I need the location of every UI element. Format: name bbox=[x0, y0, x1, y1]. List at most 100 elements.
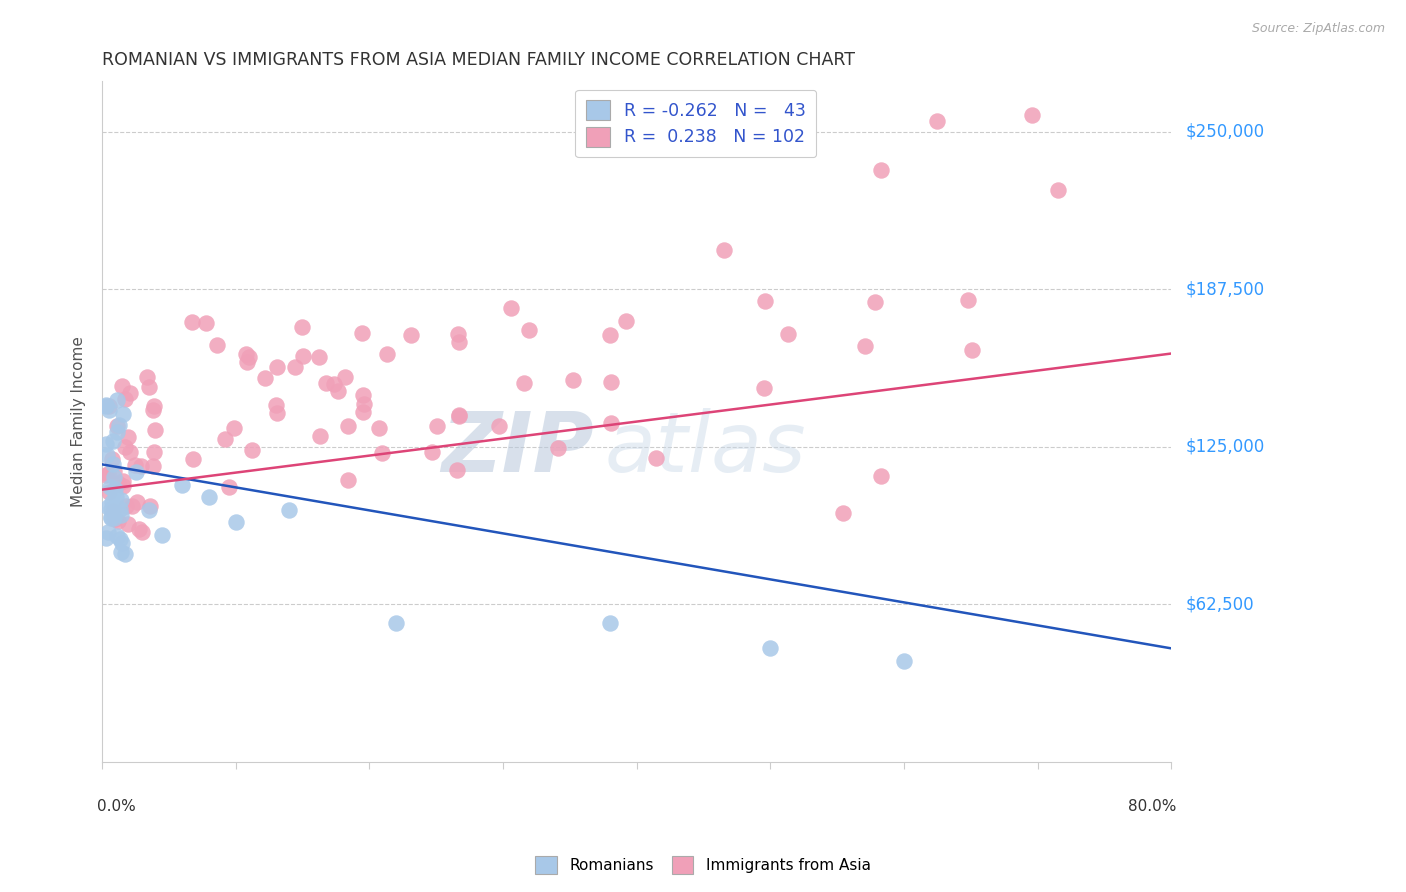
Point bbox=[107, 514, 129, 528]
Point bbox=[150, 528, 173, 542]
Text: $250,000: $250,000 bbox=[1185, 123, 1264, 141]
Point bbox=[101, 452, 124, 467]
Point bbox=[962, 343, 984, 358]
Point bbox=[242, 442, 264, 457]
Point bbox=[447, 327, 470, 342]
Text: 80.0%: 80.0% bbox=[1128, 799, 1177, 814]
Point bbox=[224, 421, 246, 435]
Point bbox=[97, 467, 120, 482]
Point bbox=[142, 402, 165, 417]
Point bbox=[101, 495, 124, 509]
Point bbox=[645, 450, 668, 465]
Legend: Romanians, Immigrants from Asia: Romanians, Immigrants from Asia bbox=[530, 850, 876, 880]
Point bbox=[138, 500, 160, 514]
Point bbox=[326, 384, 349, 398]
Point bbox=[121, 500, 143, 514]
Point bbox=[114, 440, 136, 454]
Point bbox=[284, 359, 307, 374]
Point bbox=[778, 326, 800, 341]
Point bbox=[107, 425, 129, 439]
Point bbox=[135, 370, 157, 384]
Point bbox=[110, 493, 132, 508]
Point bbox=[449, 409, 471, 423]
Point bbox=[352, 405, 374, 419]
Point bbox=[118, 444, 141, 458]
Point bbox=[181, 452, 204, 467]
Point bbox=[128, 522, 150, 536]
Point bbox=[124, 465, 146, 479]
Point bbox=[371, 446, 394, 460]
Point bbox=[218, 480, 240, 494]
Point bbox=[100, 502, 122, 516]
Point bbox=[235, 346, 257, 360]
Point bbox=[869, 163, 891, 178]
Point bbox=[97, 500, 120, 514]
Point bbox=[309, 429, 332, 443]
Point bbox=[752, 381, 775, 395]
Point bbox=[97, 485, 120, 500]
Point bbox=[96, 448, 118, 462]
Point bbox=[103, 482, 125, 496]
Point bbox=[853, 339, 876, 353]
Point bbox=[266, 406, 288, 420]
Point bbox=[336, 473, 359, 487]
Point bbox=[105, 393, 128, 408]
Point bbox=[111, 479, 134, 493]
Point bbox=[143, 445, 166, 459]
Point bbox=[94, 399, 117, 413]
Point bbox=[869, 468, 891, 483]
Point bbox=[105, 529, 128, 543]
Point bbox=[385, 616, 408, 631]
Point bbox=[108, 502, 131, 516]
Point bbox=[1021, 108, 1043, 122]
Point bbox=[561, 374, 583, 388]
Point bbox=[117, 517, 139, 532]
Point bbox=[957, 293, 980, 307]
Text: ZIP: ZIP bbox=[441, 409, 593, 490]
Point bbox=[426, 419, 449, 434]
Point bbox=[104, 512, 127, 526]
Point bbox=[353, 397, 375, 411]
Point bbox=[925, 113, 948, 128]
Point bbox=[124, 458, 146, 472]
Point bbox=[599, 328, 621, 343]
Point bbox=[98, 399, 121, 413]
Point bbox=[446, 463, 468, 477]
Point bbox=[103, 483, 125, 498]
Point bbox=[264, 398, 287, 412]
Point bbox=[278, 502, 301, 516]
Point bbox=[108, 532, 131, 546]
Point bbox=[225, 516, 247, 530]
Point bbox=[214, 432, 236, 446]
Point bbox=[893, 654, 915, 668]
Point bbox=[195, 316, 218, 330]
Point bbox=[198, 490, 221, 504]
Point bbox=[111, 407, 134, 421]
Point bbox=[308, 351, 330, 365]
Text: $187,500: $187,500 bbox=[1185, 280, 1264, 298]
Point bbox=[94, 467, 117, 482]
Point bbox=[138, 502, 160, 516]
Point bbox=[111, 379, 134, 393]
Point bbox=[110, 545, 132, 559]
Point bbox=[399, 328, 422, 343]
Point bbox=[103, 434, 125, 448]
Text: Source: ZipAtlas.com: Source: ZipAtlas.com bbox=[1251, 22, 1385, 36]
Point bbox=[238, 350, 260, 364]
Point bbox=[333, 370, 356, 384]
Point bbox=[100, 511, 122, 525]
Point bbox=[236, 354, 259, 368]
Point bbox=[105, 490, 128, 504]
Text: $62,500: $62,500 bbox=[1185, 595, 1254, 614]
Point bbox=[131, 458, 153, 473]
Point bbox=[499, 301, 522, 316]
Point bbox=[513, 376, 536, 390]
Point bbox=[614, 314, 637, 328]
Point bbox=[103, 464, 125, 478]
Point bbox=[103, 504, 125, 518]
Point bbox=[131, 524, 153, 539]
Point bbox=[831, 506, 853, 520]
Point bbox=[100, 510, 122, 524]
Point bbox=[1047, 183, 1070, 197]
Point bbox=[517, 323, 540, 337]
